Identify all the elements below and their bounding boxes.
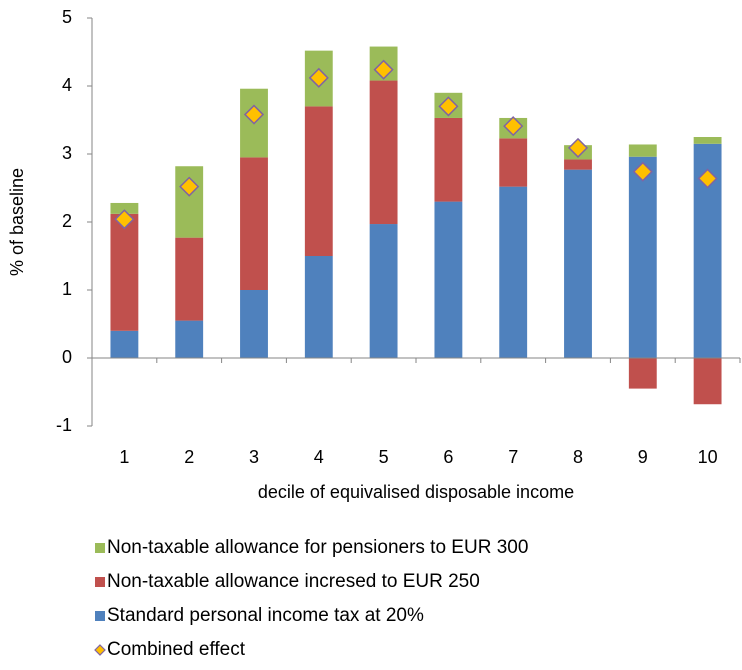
bar: [434, 117, 463, 202]
marker: [697, 168, 718, 189]
bar: [304, 256, 333, 358]
bar: [693, 137, 722, 144]
marker: [503, 116, 524, 137]
marker: [114, 209, 135, 230]
bar: [628, 358, 657, 389]
marker: [632, 161, 653, 182]
x-tick-label: 2: [184, 447, 194, 467]
bar: [110, 202, 139, 214]
marker: [438, 96, 459, 117]
x-tick-label: 3: [249, 447, 259, 467]
marker: [243, 104, 265, 125]
x-tick-label: 6: [443, 447, 453, 467]
x-tick-label: 8: [573, 447, 583, 467]
bar: [628, 156, 657, 358]
y-tick-label: 1: [62, 279, 72, 299]
y-tick-label: 3: [62, 143, 72, 163]
y-tick-label: 4: [62, 75, 72, 95]
bar: [369, 80, 398, 225]
legend-label: Non-taxable allowance incresed to EUR 25…: [107, 571, 480, 592]
bar: [304, 106, 333, 257]
x-tick-label: 4: [314, 447, 324, 467]
y-tick-label: 0: [62, 347, 72, 367]
bar: [240, 157, 268, 290]
bar: [693, 358, 722, 405]
bar: [564, 169, 592, 358]
x-tick-label: 9: [638, 447, 648, 467]
legend-swatch: [95, 543, 105, 553]
marker: [179, 176, 200, 197]
y-axis-title: % of baseline: [7, 168, 27, 276]
bar: [175, 237, 204, 321]
x-tick-label: 1: [119, 447, 129, 467]
bar: [564, 159, 592, 170]
bar: [369, 224, 398, 358]
y-tick-label: 5: [62, 7, 72, 27]
y-tick-label: -1: [56, 415, 72, 435]
bar: [110, 213, 139, 331]
bar: [628, 144, 657, 157]
legend-swatch: [95, 577, 105, 587]
legend-swatch: [95, 611, 105, 621]
marker: [567, 137, 589, 158]
legend-label: Combined effect: [107, 639, 246, 660]
x-tick-label: 5: [379, 447, 389, 467]
bar: [499, 186, 528, 358]
bar: [110, 330, 139, 358]
x-tick-label: 10: [698, 447, 718, 467]
marker: [308, 67, 329, 88]
y-tick-label: 2: [62, 211, 72, 231]
bar: [499, 138, 528, 187]
bar: [175, 320, 204, 358]
bar: [240, 290, 268, 358]
legend-label: Non-taxable allowance for pensioners to …: [107, 537, 528, 558]
x-axis-title: decile of equivalised disposable income: [258, 482, 574, 502]
x-tick-label: 7: [508, 447, 518, 467]
marker: [373, 59, 394, 80]
bar: [434, 201, 463, 358]
legend-label: Standard personal income tax at 20%: [107, 605, 424, 626]
legend-swatch: [94, 644, 106, 656]
